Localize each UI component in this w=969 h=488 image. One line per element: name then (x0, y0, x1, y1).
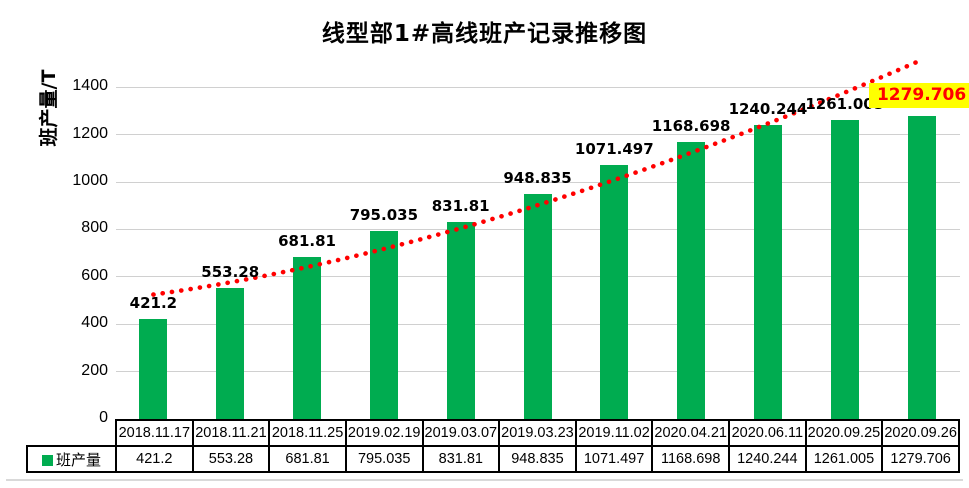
legend-cell: 班产量 (26, 445, 117, 473)
y-axis-title: 班产量/T (38, 69, 60, 147)
bar-data-label: 1168.698 (626, 117, 756, 135)
table-date-cell: 2018.11.25 (268, 419, 347, 447)
table-date-cell: 2019.03.23 (498, 419, 577, 447)
data-label-text: 795.035 (349, 205, 419, 224)
bar[interactable] (293, 257, 322, 419)
bar[interactable] (753, 125, 782, 419)
y-axis-tick-label: 0 (99, 409, 108, 426)
table-date-cell: 2020.09.25 (804, 419, 884, 447)
bar[interactable] (216, 287, 245, 419)
data-label-text: 948.835 (503, 169, 572, 188)
bar[interactable] (446, 221, 475, 419)
table-value-cell: 681.81 (268, 445, 347, 473)
table-value-cell: 1071.497 (574, 445, 654, 473)
bar-data-label: 681.81 (242, 232, 372, 250)
table-date-cell: 2018.11.17 (115, 419, 194, 447)
bar[interactable] (369, 230, 398, 419)
table-value-cell: 1240.244 (728, 445, 807, 473)
bar[interactable] (677, 142, 706, 419)
table-corner-spacer (27, 420, 116, 446)
bar-data-label: 421.2 (88, 294, 218, 312)
table-value-cell: 553.28 (191, 445, 271, 473)
data-label-text: 1279.706 (868, 82, 969, 108)
data-label-text: 681.81 (278, 232, 336, 251)
bar-data-label: 1071.497 (549, 140, 679, 158)
bar-data-label: 831.81 (396, 197, 526, 215)
y-axis-tick-label: 400 (81, 314, 108, 332)
y-axis-tick-label: 200 (81, 361, 108, 379)
bar[interactable] (523, 194, 552, 419)
table-date-cell: 2019.03.07 (421, 419, 501, 447)
bar[interactable] (139, 319, 168, 419)
data-label-text: 553.28 (201, 262, 260, 281)
table-value-cell: 795.035 (344, 445, 424, 473)
table-value-cell: 1168.698 (651, 445, 730, 473)
data-label-text: 831.81 (431, 196, 490, 215)
table-value-cell: 948.835 (498, 445, 577, 473)
highlighted-data-label: 1279.706 (857, 82, 969, 108)
y-axis-tick-label: 600 (81, 266, 108, 284)
chart-bottom-edge (6, 479, 963, 481)
data-label-text: 1240.244 (728, 100, 808, 119)
chart-title: 线型部1#高线班产记录推移图 (321, 21, 648, 47)
table-date-cell: 2018.11.21 (191, 419, 271, 447)
y-axis-tick-label: 1000 (72, 172, 108, 189)
y-axis-tick-label: 1200 (72, 124, 108, 142)
data-label-text: 1168.698 (651, 117, 731, 136)
table-value-cell: 421.2 (115, 445, 194, 473)
table-value-cell: 1279.706 (881, 445, 960, 473)
data-label-text: 421.2 (129, 294, 178, 313)
bar-data-label: 553.28 (165, 263, 295, 281)
bar[interactable] (830, 120, 859, 419)
table-value-cell: 831.81 (421, 445, 501, 473)
gridline (116, 86, 960, 88)
table-value-cell: 1261.005 (804, 445, 884, 473)
bar-data-label: 795.035 (319, 206, 449, 224)
bar[interactable] (600, 165, 629, 419)
bar-data-label: 1261.005 (780, 95, 910, 113)
table-date-cell: 2019.11.02 (574, 419, 654, 447)
y-axis-tick-label: 800 (81, 219, 108, 237)
table-date-cell: 2020.06.11 (728, 419, 807, 447)
bar[interactable] (907, 115, 936, 419)
data-label-text: 1261.005 (805, 95, 885, 114)
y-axis-tick-label: 1400 (72, 77, 108, 95)
bar-data-label: 948.835 (473, 169, 603, 187)
table-date-cell: 2020.04.21 (651, 419, 730, 447)
legend-label: 班产量 (55, 451, 101, 469)
table-date-cell: 2019.02.19 (344, 419, 424, 447)
bar-data-label: 1240.244 (703, 100, 833, 118)
data-label-text: 1071.497 (574, 140, 654, 159)
table-date-cell: 2020.09.26 (881, 419, 960, 447)
data-table: 2018.11.17 2018.11.21 2018.11.25 2019.02.19… (26, 419, 960, 473)
legend-swatch-icon (41, 454, 53, 466)
